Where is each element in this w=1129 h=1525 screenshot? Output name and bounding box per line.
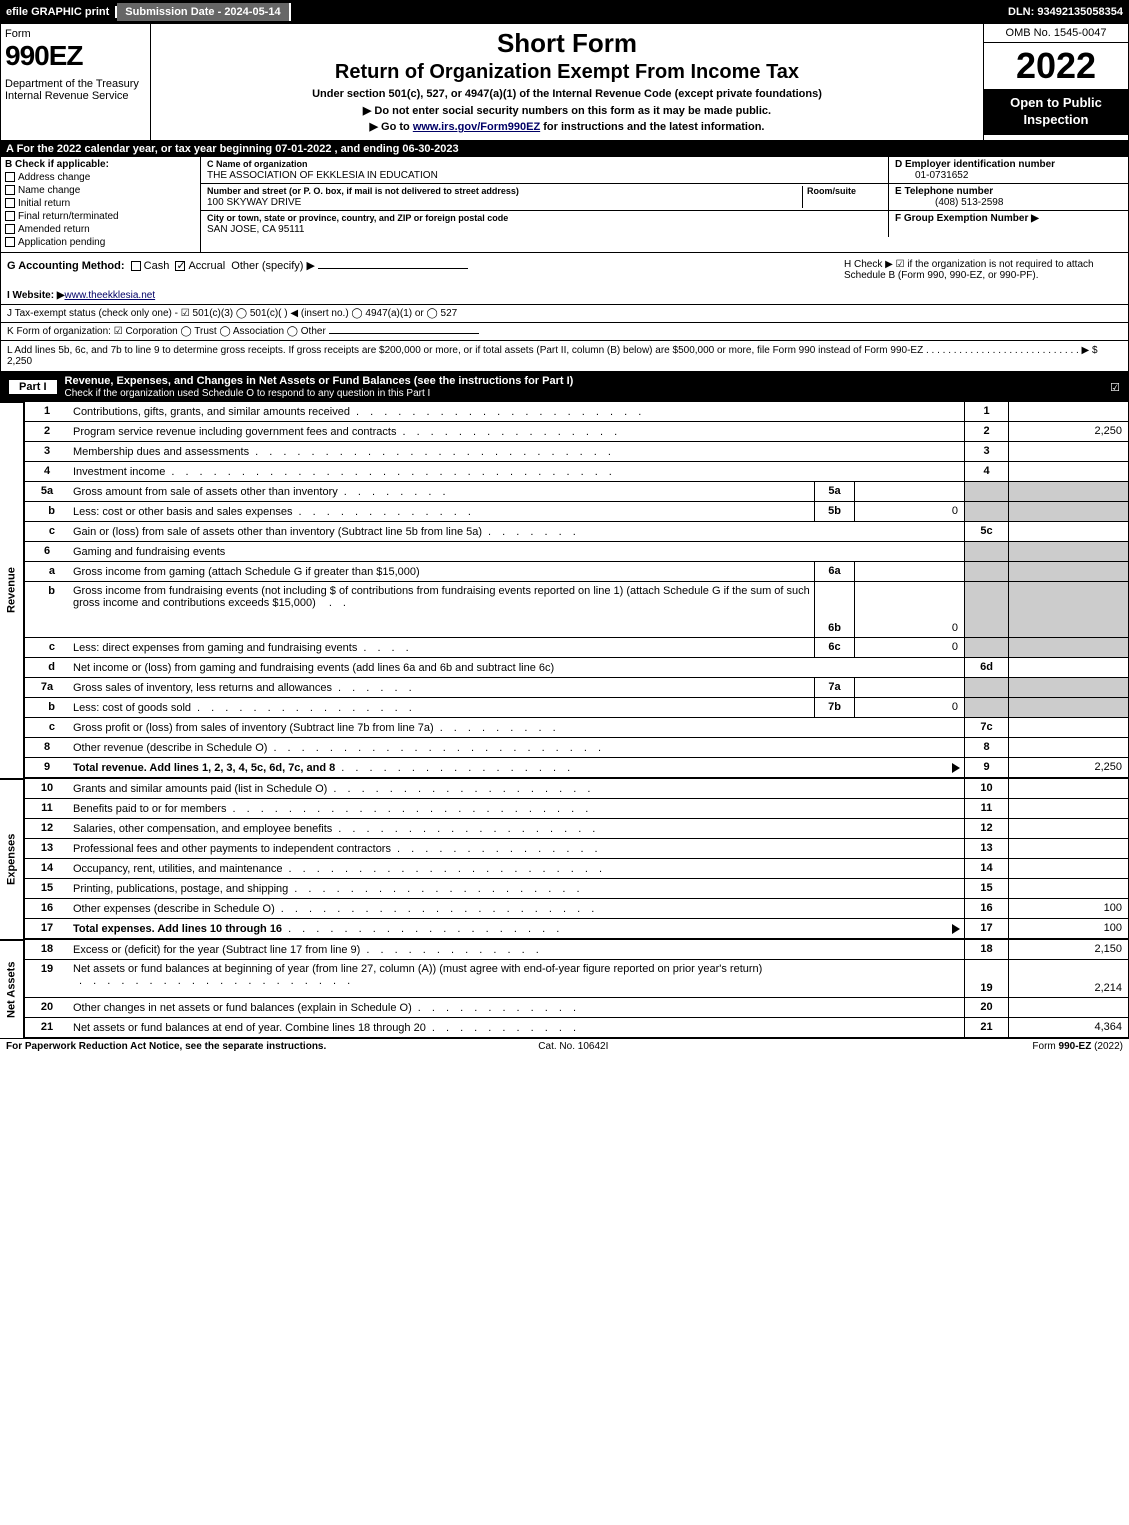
f-group: F Group Exemption Number ▶ [889,211,1128,226]
footer-cat: Cat. No. 10642I [538,1041,608,1052]
line-7b: bLess: cost of goods sold. . . . . . . .… [24,698,1129,718]
line-14: 14Occupancy, rent, utilities, and mainte… [24,859,1129,879]
line-6: 6Gaming and fundraising events [24,542,1129,562]
submission-date: Submission Date - 2024-05-14 [117,3,290,21]
line-21: 21Net assets or fund balances at end of … [24,1018,1129,1038]
e-phone: E Telephone number(408) 513-2598 [889,184,1128,211]
line-16: 16Other expenses (describe in Schedule O… [24,899,1129,919]
part1-title: Revenue, Expenses, and Changes in Net As… [65,375,574,399]
line-6c: cLess: direct expenses from gaming and f… [24,638,1129,658]
line-10: 10Grants and similar amounts paid (list … [24,779,1129,799]
row-i: I Website: ▶www.theekklesia.net [0,287,1129,304]
title-main: Return of Organization Exempt From Incom… [159,61,975,84]
department: Department of the Treasury Internal Reve… [5,78,146,102]
revenue-group: Revenue 1Contributions, gifts, grants, a… [0,402,1129,778]
dln: DLN: 93492135058354 [1002,6,1129,18]
line-4: 4Investment income. . . . . . . . . . . … [24,462,1129,482]
netassets-group: Net Assets 18Excess or (deficit) for the… [0,939,1129,1038]
line-9: 9Total revenue. Add lines 1, 2, 3, 4, 5c… [24,758,1129,778]
website-link[interactable]: www.theekklesia.net [65,290,156,301]
line-5b: bLess: cost or other basis and sales exp… [24,502,1129,522]
line-1: 1Contributions, gifts, grants, and simil… [24,402,1129,422]
row-k: K Form of organization: ☑ Corporation ◯ … [0,322,1129,341]
header-right: OMB No. 1545-0047 2022 Open to Public In… [983,24,1128,140]
footer: For Paperwork Reduction Act Notice, see … [0,1038,1129,1054]
irs-link[interactable]: www.irs.gov/Form990EZ [413,121,540,133]
line-7c: cGross profit or (loss) from sales of in… [24,718,1129,738]
col-def: D Employer identification number01-07316… [888,157,1128,237]
line-3: 3Membership dues and assessments. . . . … [24,442,1129,462]
line-20: 20Other changes in net assets or fund ba… [24,998,1129,1018]
top-bar: efile GRAPHIC print Submission Date - 20… [0,0,1129,24]
revenue-label: Revenue [0,402,24,778]
row-a: A For the 2022 calendar year, or tax yea… [0,141,1129,157]
chk-initial-return[interactable]: Initial return [5,198,196,209]
line-18: 18Excess or (deficit) for the year (Subt… [24,940,1129,960]
omb-number: OMB No. 1545-0047 [984,24,1128,43]
chk-amended[interactable]: Amended return [5,224,196,235]
part1-chk[interactable]: ☑ [1110,381,1120,394]
line-19: 19Net assets or fund balances at beginni… [24,960,1129,998]
efile-label[interactable]: efile GRAPHIC print [0,6,117,18]
b-title: B Check if applicable: [5,159,109,170]
tax-year: 2022 [984,43,1128,89]
chk-final-return[interactable]: Final return/terminated [5,211,196,222]
line-11: 11Benefits paid to or for members. . . .… [24,799,1129,819]
line-5c: cGain or (loss) from sale of assets othe… [24,522,1129,542]
form-header: Form 990EZ Department of the Treasury In… [0,24,1129,141]
c-addr: Number and street (or P. O. box, if mail… [201,184,888,211]
title-short-form: Short Form [159,28,975,59]
line-6b: bGross income from fundraising events (n… [24,582,1129,638]
subtitle-section: Under section 501(c), 527, or 4947(a)(1)… [159,88,975,100]
col-g: G Accounting Method: Cash Accrual Other … [1,253,838,287]
form-label: Form [5,28,146,40]
section-gh: G Accounting Method: Cash Accrual Other … [0,253,1129,287]
footer-left: For Paperwork Reduction Act Notice, see … [6,1041,326,1052]
footer-right: Form 990-EZ (2022) [1032,1041,1123,1052]
line-6d: dNet income or (loss) from gaming and fu… [24,658,1129,678]
expenses-label: Expenses [0,779,24,939]
d-ein: D Employer identification number01-07316… [889,157,1128,184]
row-l: L Add lines 5b, 6c, and 7b to line 9 to … [0,341,1129,372]
inspection-label: Open to Public Inspection [984,89,1128,135]
netassets-label: Net Assets [0,940,24,1038]
part1-header: Part I Revenue, Expenses, and Changes in… [0,372,1129,402]
chk-name-change[interactable]: Name change [5,185,196,196]
expenses-group: Expenses 10Grants and similar amounts pa… [0,778,1129,939]
col-c: C Name of organizationTHE ASSOCIATION OF… [201,157,1128,252]
instr-ssn: ▶ Do not enter social security numbers o… [159,104,975,117]
arrow-icon [952,924,960,934]
line-13: 13Professional fees and other payments t… [24,839,1129,859]
line-12: 12Salaries, other compensation, and empl… [24,819,1129,839]
col-h: H Check ▶ ☑ if the organization is not r… [838,253,1128,287]
chk-pending[interactable]: Application pending [5,237,196,248]
line-17: 17Total expenses. Add lines 10 through 1… [24,919,1129,939]
header-left: Form 990EZ Department of the Treasury In… [1,24,151,140]
header-center: Short Form Return of Organization Exempt… [151,24,983,140]
section-bcdef: B Check if applicable: Address change Na… [0,157,1129,253]
instr-link: ▶ Go to www.irs.gov/Form990EZ for instru… [159,120,975,133]
line-2: 2Program service revenue including gover… [24,422,1129,442]
line-8: 8Other revenue (describe in Schedule O).… [24,738,1129,758]
line-5a: 5aGross amount from sale of assets other… [24,482,1129,502]
c-name: C Name of organizationTHE ASSOCIATION OF… [201,157,888,184]
part1-num: Part I [9,380,57,394]
arrow-icon [952,763,960,773]
line-7a: 7aGross sales of inventory, less returns… [24,678,1129,698]
line-6a: aGross income from gaming (attach Schedu… [24,562,1129,582]
line-15: 15Printing, publications, postage, and s… [24,879,1129,899]
row-j: J Tax-exempt status (check only one) - ☑… [0,304,1129,322]
col-b: B Check if applicable: Address change Na… [1,157,201,252]
form-number: 990EZ [5,40,146,72]
c-city: City or town, state or province, country… [201,211,888,237]
chk-address-change[interactable]: Address change [5,172,196,183]
